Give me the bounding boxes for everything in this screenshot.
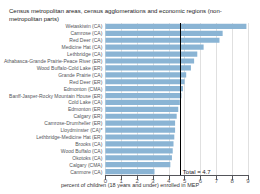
- svg-text:Calgary (CMA): Calgary (CMA): [69, 162, 102, 168]
- svg-text:Wood Buffalo (CA): Wood Buffalo (CA): [61, 148, 103, 154]
- svg-text:Red Deer (ER): Red Deer (ER): [69, 79, 102, 85]
- svg-text:Banff-Jasper-Rocky Mountain Ho: Banff-Jasper-Rocky Mountain House (ER): [9, 93, 103, 99]
- svg-text:Red Deer (CA): Red Deer (CA): [69, 37, 102, 43]
- svg-text:Lethbridge-Medicine Hat (ER): Lethbridge-Medicine Hat (ER): [36, 134, 102, 140]
- svg-text:5: 5: [182, 178, 187, 184]
- svg-text:Cold Lake (CA): Cold Lake (CA): [68, 99, 103, 105]
- svg-text:Okotoks (CA): Okotoks (CA): [72, 155, 102, 161]
- svg-text:Calgary (ER): Calgary (ER): [73, 113, 102, 119]
- svg-text:Wetaskiwin (CA): Wetaskiwin (CA): [66, 23, 103, 29]
- svg-text:6: 6: [199, 178, 203, 184]
- svg-text:1: 1: [119, 178, 123, 184]
- svg-text:Camrose (CA): Camrose (CA): [70, 30, 102, 36]
- svg-text:0: 0: [103, 178, 107, 184]
- svg-text:Census metropolitan areas, cen: Census metropolitan areas, census agglom…: [9, 8, 222, 14]
- svg-text:Edmonton (ER): Edmonton (ER): [68, 106, 103, 112]
- svg-text:4: 4: [167, 178, 171, 184]
- svg-text:Grande Prairie (CA): Grande Prairie (CA): [58, 72, 103, 78]
- svg-text:Camrose-Drumheller (ER): Camrose-Drumheller (ER): [44, 120, 102, 126]
- svg-text:8: 8: [230, 178, 234, 184]
- svg-text:Canmore (CA): Canmore (CA): [70, 169, 103, 175]
- svg-text:percent of children (18 years: percent of children (18 years and under)…: [61, 182, 200, 188]
- svg-text:3: 3: [151, 178, 155, 184]
- svg-text:metropolitan parts): metropolitan parts): [9, 16, 59, 22]
- svg-text:Total = 4.7: Total = 4.7: [183, 169, 212, 175]
- svg-text:2: 2: [135, 178, 139, 184]
- svg-text:Edmonton (CMA): Edmonton (CMA): [64, 86, 103, 92]
- svg-text:Athabasca-Grande Prairie-Peace: Athabasca-Grande Prairie-Peace River (ER…: [4, 58, 103, 64]
- svg-text:Lloydminster (CA)*: Lloydminster (CA)*: [60, 127, 102, 133]
- svg-text:Wood Buffalo-Cold Lake (ER): Wood Buffalo-Cold Lake (ER): [37, 65, 103, 71]
- svg-text:Medicine Hat (CA): Medicine Hat (CA): [62, 44, 103, 50]
- svg-text:9: 9: [246, 178, 250, 184]
- svg-text:7: 7: [215, 178, 219, 184]
- svg-text:Brooks (CA): Brooks (CA): [75, 141, 103, 147]
- svg-text:Lethbridge (CA): Lethbridge (CA): [67, 51, 103, 57]
